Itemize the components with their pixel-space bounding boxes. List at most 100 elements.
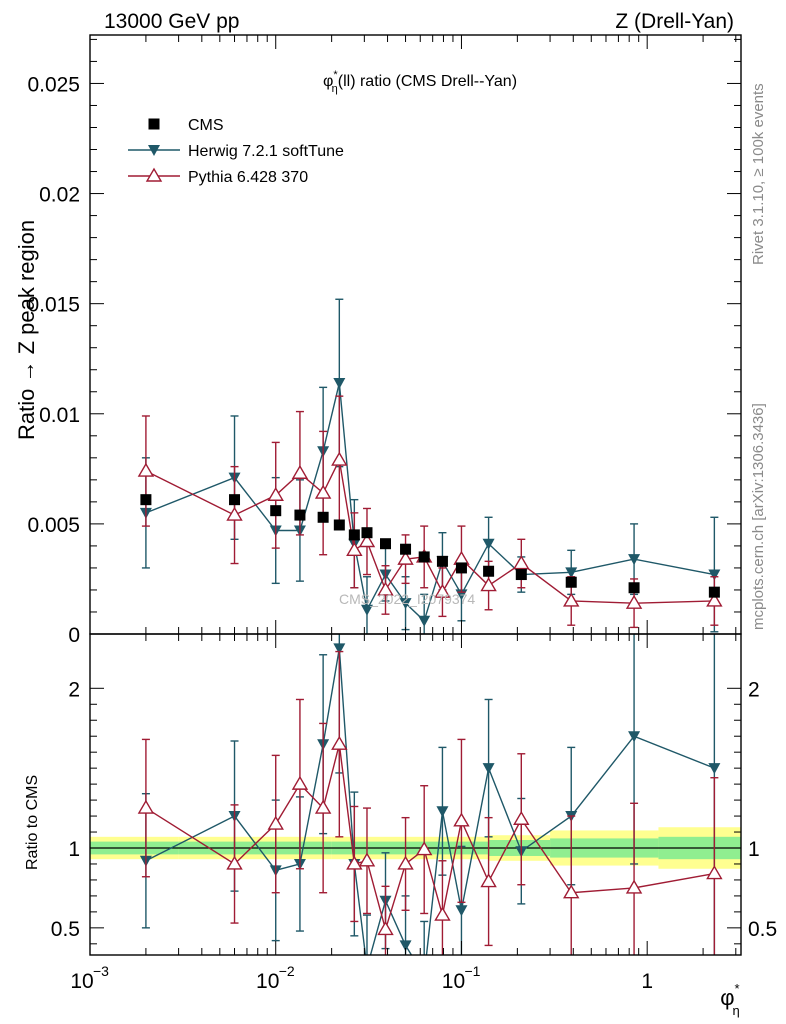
main-marks: [137, 298, 723, 634]
marker-cms: [148, 118, 160, 130]
marker-cms: [317, 511, 329, 523]
x-tick-exponent: −3: [93, 963, 109, 979]
marker-cms: [515, 569, 527, 581]
marker-cms: [436, 555, 448, 567]
marker-pythia-6-428-370: [331, 451, 348, 466]
marker-cms: [628, 582, 640, 594]
marker-pythia-6-428-370: [291, 775, 309, 790]
marker-pythia-6-428-370: [226, 506, 243, 521]
marker-herwig-7-2-1-softtune: [565, 567, 578, 579]
marker-herwig-7-2-1-softtune: [148, 145, 160, 156]
marker-pythia-6-428-370: [291, 464, 309, 479]
y-tick-label-main: 0.015: [27, 294, 80, 317]
x-tick-label: 10: [442, 970, 465, 993]
x-tick-exponent: −2: [279, 963, 295, 979]
y-tick-label-ratio-right: 0.5: [748, 918, 777, 941]
y-tick-label-main: 0: [68, 624, 80, 647]
legend: CMS Herwig 7.2.1 softTune Pythia 6.428 370: [128, 117, 344, 186]
marker-herwig-7-2-1-softtune: [708, 763, 721, 775]
marker-pythia-6-428-370: [453, 812, 470, 827]
marker-pythia-6-428-370: [480, 873, 497, 888]
x-tick-label: 10: [256, 970, 279, 993]
marker-herwig-7-2-1-softtune: [482, 763, 495, 775]
y-tick-label-ratio: 1: [68, 838, 80, 861]
marker-pythia-6-428-370: [434, 906, 451, 921]
ratio-marks: [90, 634, 741, 974]
marker-cms: [455, 562, 467, 574]
line-pythia-6-428-370: [145, 457, 715, 604]
marker-cms: [294, 509, 306, 521]
series-cms: [140, 494, 720, 598]
marker-pythia-6-428-370: [397, 855, 414, 870]
marker-herwig-7-2-1-softtune: [333, 377, 346, 389]
marker-pythia-6-428-370: [513, 555, 530, 570]
marker-pythia-6-428-370: [706, 865, 723, 880]
marker-herwig-7-2-1-softtune: [482, 538, 495, 550]
y-tick-label-ratio-right: 2: [748, 678, 760, 701]
marker-pythia-6-428-370: [563, 884, 580, 899]
marker-herwig-7-2-1-softtune: [418, 615, 431, 627]
x-tick-label: 10: [70, 970, 93, 993]
series-pythia-6-428-370: [137, 650, 723, 955]
marker-cms: [361, 527, 373, 539]
legend-label-cms: CMS: [188, 117, 224, 134]
plot-title: φ* η(ll) ratio (CMS Drell--Yan): [323, 69, 517, 95]
marker-cms: [483, 565, 495, 577]
marker-pythia-6-428-370: [358, 533, 376, 548]
marker-pythia-6-428-370: [137, 462, 155, 477]
marker-pythia-6-428-370: [377, 581, 394, 596]
marker-pythia-6-428-370: [706, 592, 723, 607]
rivet-label: Rivet 3.1.10, ≥ 100k events: [750, 83, 767, 265]
line-herwig-7-2-1-softtune: [145, 648, 715, 955]
x-tick-label: 1: [641, 970, 653, 993]
marker-pythia-6-428-370: [625, 879, 643, 894]
marker-herwig-7-2-1-softtune: [333, 643, 346, 655]
marker-pythia-6-428-370: [331, 735, 348, 750]
y-tick-label-ratio: 0.5: [51, 918, 80, 941]
marker-herwig-7-2-1-softtune: [399, 598, 412, 610]
marker-pythia-6-428-370: [267, 486, 284, 501]
marker-cms: [229, 494, 241, 506]
plot-frames: [89, 34, 742, 956]
marker-pythia-6-428-370: [453, 550, 470, 565]
y-axis-label-main: Ratio → Z peak region: [14, 220, 39, 440]
line-herwig-7-2-1-softtune: [145, 382, 715, 623]
mcplots-label: mcplots.cern.ch [arXiv:1306.3436]: [750, 403, 767, 630]
marker-pythia-6-428-370: [434, 583, 451, 598]
marker-pythia-6-428-370: [358, 852, 376, 867]
marker-pythia-6-428-370: [145, 167, 163, 182]
y-tick-label-main: 0.005: [27, 514, 80, 537]
series-pythia-6-428-370: [137, 395, 723, 629]
y-axis-label-ratio: Ratio to CMS: [24, 775, 41, 870]
marker-herwig-7-2-1-softtune: [628, 554, 641, 566]
marker-herwig-7-2-1-softtune: [360, 604, 373, 616]
marker-pythia-6-428-370: [625, 594, 643, 609]
marker-pythia-6-428-370: [563, 592, 580, 607]
y-tick-label-ratio: 2: [68, 678, 80, 701]
y-tick-label-main: 0.025: [27, 73, 80, 96]
header-left: 13000 GeV pp: [104, 10, 239, 33]
marker-cms: [140, 494, 152, 506]
y-tick-label-main: 0.02: [39, 184, 80, 207]
marker-herwig-7-2-1-softtune: [361, 963, 373, 974]
y-tick-label-main: 0.01: [39, 404, 80, 427]
marker-pythia-6-428-370: [314, 799, 332, 814]
marker-pythia-6-428-370: [226, 855, 243, 870]
chart-marks: [90, 298, 741, 974]
marker-pythia-6-428-370: [513, 810, 530, 825]
marker-herwig-7-2-1-softtune: [436, 806, 449, 818]
y-tick-label-ratio-right: 1: [748, 838, 760, 861]
marker-cms: [565, 576, 577, 588]
marker-pythia-6-428-370: [314, 484, 332, 499]
analysis-watermark: CMS_2022_I2079374: [339, 591, 475, 607]
x-tick-exponent: −1: [464, 963, 480, 979]
marker-cms: [270, 505, 282, 517]
marker-herwig-7-2-1-softtune: [455, 905, 468, 917]
ratio-frame: [89, 633, 742, 956]
header-right: Z (Drell-Yan): [615, 10, 734, 33]
marker-herwig-7-2-1-softtune: [708, 569, 721, 581]
marker-cms: [380, 538, 392, 550]
marker-cms: [708, 586, 720, 598]
marker-pythia-6-428-370: [480, 577, 497, 592]
marker-pythia-6-428-370: [377, 921, 394, 936]
